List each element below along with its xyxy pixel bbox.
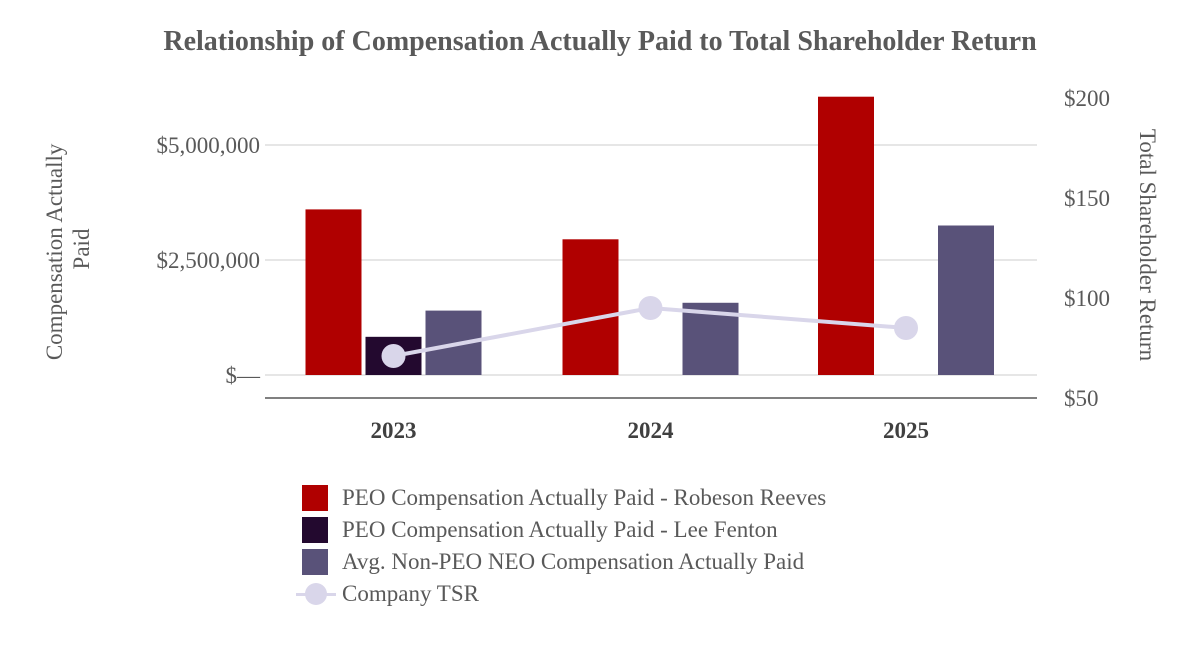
chart-title: Relationship of Compensation Actually Pa…	[163, 26, 1037, 57]
x-category-label: 2025	[883, 418, 929, 443]
y-right-tick-label: $200	[1064, 86, 1110, 111]
tsr-point-2025	[894, 316, 918, 340]
tsr-line	[381, 296, 918, 368]
bar-2024-series-1	[562, 239, 619, 375]
y-left-axis-title: Compensation Actually Paid	[42, 138, 94, 360]
bar-2023-series-1	[305, 209, 362, 375]
legend-label: PEO Compensation Actually Paid - Lee Fen…	[342, 517, 778, 542]
legend-item: Company TSR	[296, 578, 826, 610]
legend-label: Avg. Non-PEO NEO Compensation Actually P…	[342, 549, 805, 574]
tick-labels: $— $2,500,000 $5,000,000 $50 $100 $150 $200 202…	[157, 86, 1111, 443]
legend-label: PEO Compensation Actually Paid - Robeson…	[342, 485, 827, 510]
tsr-point-2024	[638, 296, 663, 320]
y-right-tick-label: $150	[1064, 186, 1110, 211]
legend-label: Company TSR	[342, 581, 479, 606]
bar-2025-series-3	[938, 225, 994, 375]
legend-swatch	[302, 517, 328, 543]
y-right-axis-title: Total Shareholder Return	[1135, 129, 1160, 362]
bar-2025-series-1	[818, 96, 874, 375]
tsr-point-2023	[381, 344, 406, 368]
x-category-label: 2024	[628, 418, 675, 443]
legend-item: PEO Compensation Actually Paid - Robeson…	[296, 482, 826, 514]
chart-plot: $— $2,500,000 $5,000,000 $50 $100 $150 $200 202…	[42, 86, 1160, 443]
y-left-tick-label: $—	[226, 363, 262, 388]
legend-item: PEO Compensation Actually Paid - Lee Fen…	[296, 514, 826, 546]
y-right-tick-label: $100	[1064, 286, 1110, 311]
legend-swatch	[302, 485, 328, 511]
legend-swatch	[302, 549, 328, 575]
legend-item: Avg. Non-PEO NEO Compensation Actually P…	[296, 546, 826, 578]
legend: PEO Compensation Actually Paid - Robeson…	[296, 482, 826, 610]
legend-line-marker	[296, 581, 336, 607]
y-left-tick-label: $2,500,000	[157, 248, 261, 273]
x-category-label: 2023	[371, 418, 417, 443]
y-right-tick-label: $50	[1064, 386, 1099, 411]
bars	[305, 96, 994, 375]
y-left-tick-label: $5,000,000	[157, 133, 261, 158]
